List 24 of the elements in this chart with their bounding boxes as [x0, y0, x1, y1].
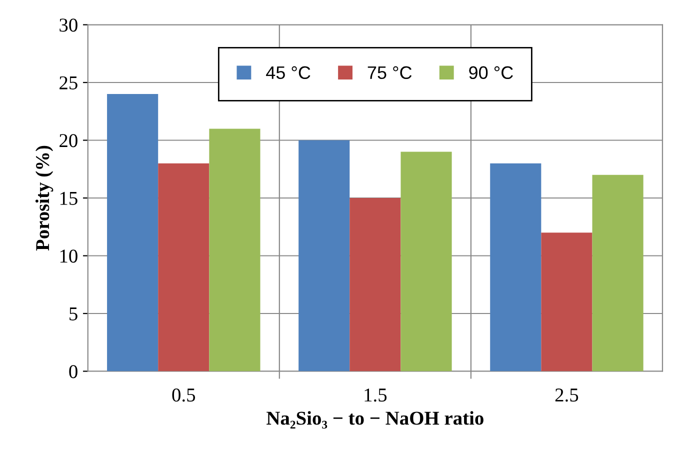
bar — [541, 232, 592, 372]
bar — [107, 94, 158, 372]
legend-label: 75 °C — [368, 66, 412, 80]
y-tick-label: 0 — [69, 365, 78, 378]
bar — [298, 140, 350, 372]
bar — [400, 152, 452, 372]
y-tick-label: 30 — [60, 18, 78, 32]
y-tick-label: 20 — [60, 134, 78, 148]
y-tick-label: 10 — [60, 250, 78, 263]
y-tick-label: 25 — [60, 76, 78, 90]
y-tick-label: 15 — [60, 192, 78, 205]
y-axis-title: Porosity (%) — [35, 146, 54, 251]
bar — [490, 163, 542, 372]
y-tick-label: 5 — [70, 308, 78, 320]
legend-label: 45 °C — [266, 66, 310, 80]
bar — [592, 174, 644, 372]
x-tick-label: 0.5 — [172, 388, 196, 402]
bar — [158, 163, 210, 372]
x-axis-title: Na₂Sio₃ − to − NaOH ratio — [266, 411, 484, 429]
x-tick-label: 1.5 — [364, 388, 387, 402]
x-tick-label: 2.5 — [555, 388, 578, 402]
bar — [350, 198, 401, 372]
legend-label: 90 °C — [469, 66, 513, 80]
bar — [209, 128, 260, 372]
